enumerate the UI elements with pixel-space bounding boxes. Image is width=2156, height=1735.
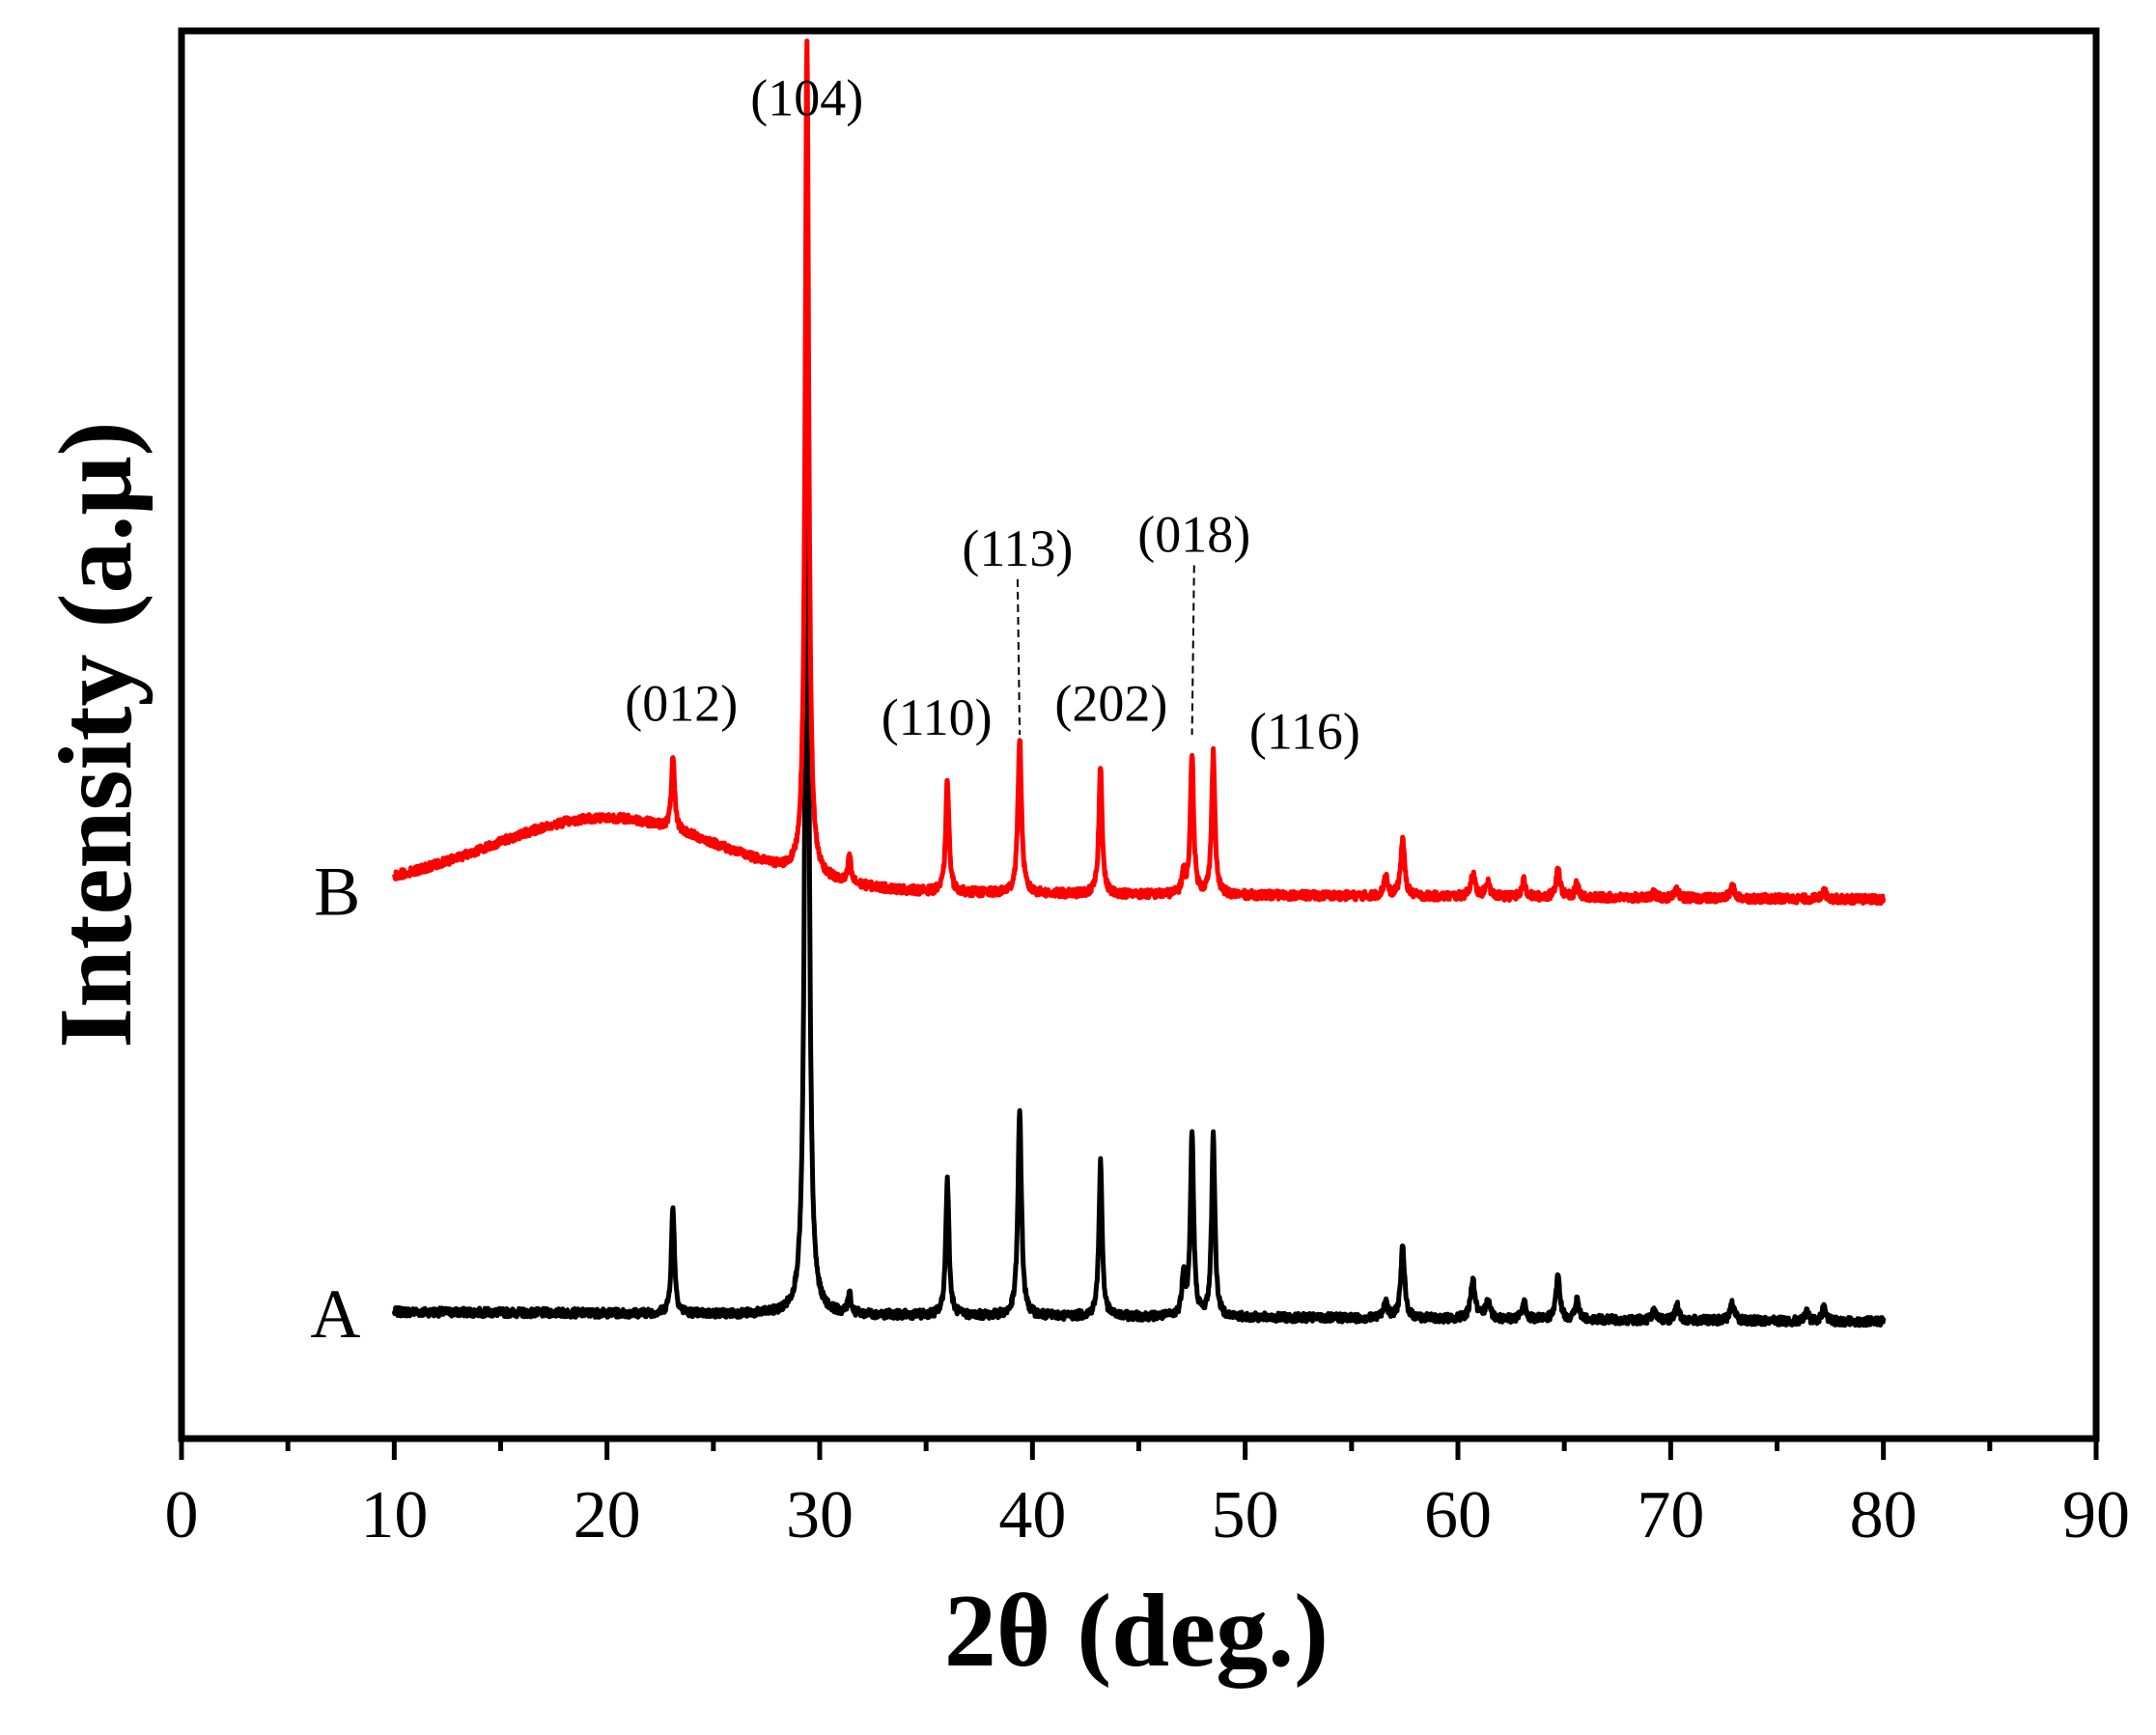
x-tick-label: 60 — [1424, 1478, 1492, 1553]
peak-annotation: (113) — [962, 519, 1073, 577]
peak-annotation: (116) — [1249, 703, 1360, 761]
series-a-label: A — [310, 1275, 360, 1353]
x-axis-title: 2θ (deg.) — [944, 1574, 1329, 1689]
peak-leader-line — [1016, 579, 1022, 736]
peak-annotation: (104) — [750, 69, 863, 126]
peak-leader-line — [1190, 565, 1195, 736]
x-tick-label: 30 — [786, 1478, 854, 1553]
series-b-line — [391, 38, 1887, 907]
x-tick-label: 80 — [1850, 1478, 1918, 1553]
x-tick-label: 0 — [165, 1478, 199, 1553]
x-tick-label: 10 — [360, 1478, 428, 1553]
series-a-line — [391, 210, 1887, 1329]
x-tick-label: 40 — [998, 1478, 1066, 1553]
plot-frame — [178, 27, 2100, 1442]
series-b-label: B — [314, 853, 360, 930]
peak-annotation: (110) — [882, 688, 993, 746]
peak-annotation: (202) — [1054, 674, 1167, 732]
x-tick-label: 70 — [1637, 1478, 1704, 1553]
x-tick-label: 50 — [1212, 1478, 1279, 1553]
x-tick-label: 90 — [2062, 1478, 2130, 1553]
peak-annotation: (012) — [625, 674, 738, 732]
x-tick-label: 20 — [574, 1478, 641, 1553]
y-axis-title: Intensity (a.μ) — [39, 421, 154, 1048]
peak-annotation: (018) — [1137, 505, 1250, 563]
